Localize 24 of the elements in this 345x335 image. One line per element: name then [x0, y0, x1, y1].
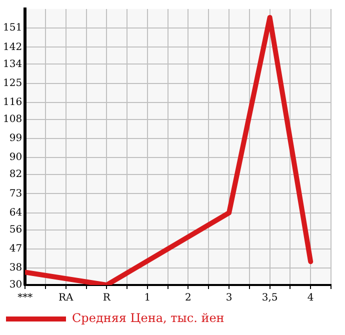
y-tick-label: 38	[9, 262, 22, 274]
x-tick-label: R	[102, 292, 111, 304]
y-tick-label: 56	[9, 224, 22, 236]
y-tick-label: 47	[9, 244, 22, 254]
legend-label: Средняя Цена, тыс. йен	[72, 311, 224, 326]
y-tick-label: 82	[9, 169, 22, 180]
x-tick-label: 4	[307, 292, 314, 304]
y-tick-label: 64	[9, 207, 22, 218]
x-tick-label: 1	[144, 292, 151, 304]
x-tick-label: 3,5	[262, 292, 278, 304]
y-tick-label: 125	[2, 78, 22, 89]
y-tick-label: 134	[2, 58, 22, 70]
y-tick-label: 90	[9, 152, 22, 164]
y-tick-label: 30	[9, 280, 22, 291]
y-tick-label: 108	[2, 114, 22, 125]
x-tick-label: 2	[185, 292, 192, 304]
y-tick-label: 142	[2, 42, 22, 53]
x-tick-label: ***	[18, 292, 33, 304]
y-tick-label: 151	[2, 22, 22, 34]
x-tick-label: 3	[226, 292, 232, 304]
x-tick-label: RA	[58, 292, 74, 304]
y-tick-label: 99	[9, 133, 22, 144]
y-tick-label: 73	[9, 188, 22, 200]
y-tick-label: 116	[2, 97, 22, 108]
